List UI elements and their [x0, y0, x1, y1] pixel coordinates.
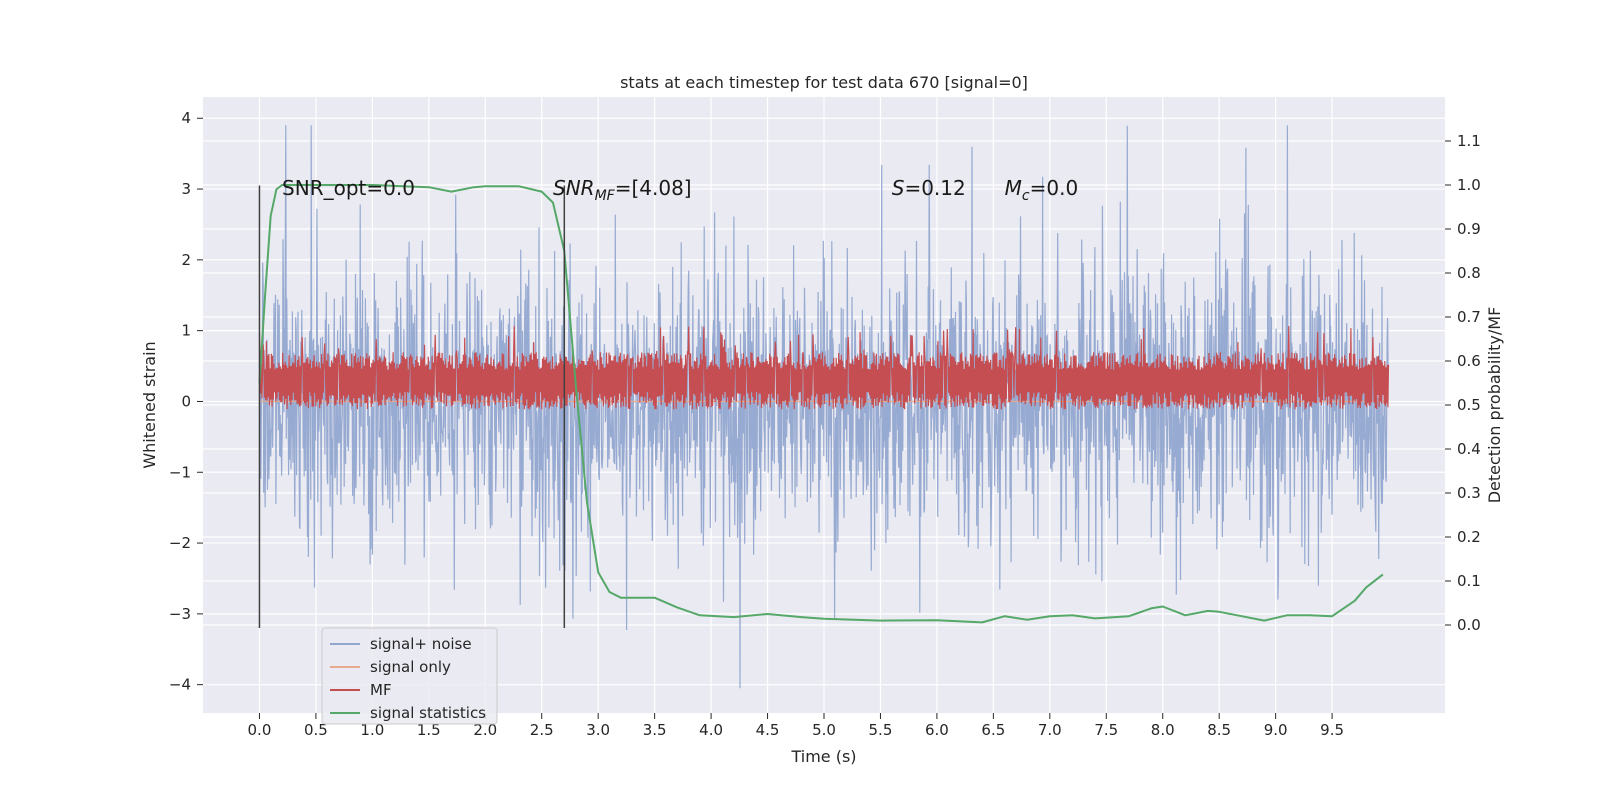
- y-tick-label: 2: [181, 251, 191, 269]
- x-tick-label: 0.5: [304, 721, 328, 739]
- vline-layer: [258, 185, 566, 629]
- legend-label: MF: [370, 681, 392, 699]
- y2-tick-label: 0.4: [1457, 440, 1481, 458]
- y2-tick-label: 0.6: [1457, 352, 1481, 370]
- annotation-mc-value: Mc=0.0: [1005, 176, 1079, 204]
- x-tick-label: 3.0: [586, 721, 610, 739]
- legend-label: signal statistics: [370, 704, 486, 722]
- y2-tick-label: 0.5: [1457, 396, 1481, 414]
- y2-tick-label: 1.0: [1457, 176, 1481, 194]
- legend-label: signal only: [370, 658, 451, 676]
- y2-tick-label: 0.0: [1457, 616, 1481, 634]
- y-tick-label: 4: [181, 109, 191, 127]
- x-tick-label: 1.0: [360, 721, 384, 739]
- y2-tick-label: 0.9: [1457, 220, 1481, 238]
- y-tick-label: −3: [169, 605, 191, 623]
- x-tick-label: 7.0: [1038, 721, 1062, 739]
- y-tick-label: 3: [181, 180, 191, 198]
- x-tick-label: 2.5: [530, 721, 554, 739]
- x-tick-label: 7.5: [1094, 721, 1118, 739]
- y2-tick-label: 0.7: [1457, 308, 1481, 326]
- annotation-snr-opt: SNR_opt=0.0: [282, 176, 415, 200]
- y2-tick-label: 1.1: [1457, 132, 1481, 150]
- legend-box: [321, 627, 498, 725]
- x-tick-label: 6.5: [981, 721, 1005, 739]
- x-tick-label: 3.5: [643, 721, 667, 739]
- legend: signal+ noise signal only MF signal statist…: [321, 627, 498, 725]
- y2-axis-label: Detection probability/MF: [1485, 307, 1504, 504]
- x-tick-label: 8.5: [1207, 721, 1231, 739]
- y-tick-label: 0: [181, 392, 191, 410]
- y-axis-label: Whitened strain: [140, 341, 159, 468]
- x-axis-label: Time (s): [790, 747, 856, 766]
- series-signal-statistics-line: [258, 184, 1384, 624]
- y2-tick-label: 0.1: [1457, 572, 1481, 590]
- y-tick-label: −2: [169, 534, 191, 552]
- x-tick-label: 5.5: [869, 721, 893, 739]
- x-tick-label: 4.0: [699, 721, 723, 739]
- x-tick-label: 8.0: [1151, 721, 1175, 739]
- series-signal-noise-line: [258, 125, 1389, 689]
- annotation-layer: SNR_opt=0.0 SNRMF=[4.08] S=0.12 Mc=0.0: [282, 176, 1078, 204]
- axes-layer: 0.0 0.5 1.0 1.5 2.0 2.5 3.0 3.5 4.0 4.5 5.0 5.5 6.0 6…: [169, 109, 1481, 739]
- y2-tick-label: 0.3: [1457, 484, 1481, 502]
- x-tick-label: 2.0: [473, 721, 497, 739]
- series-layer: [258, 125, 1390, 689]
- y-tick-label: 1: [181, 322, 191, 340]
- annotation-snr-mf: SNRMF=[4.08]: [553, 176, 692, 204]
- y-tick-label: −4: [169, 676, 191, 694]
- x-tick-label: 9.5: [1320, 721, 1344, 739]
- x-tick-label: 0.0: [248, 721, 272, 739]
- x-tick-label: 6.0: [925, 721, 949, 739]
- x-tick-label: 1.5: [417, 721, 441, 739]
- y2-tick-label: 0.8: [1457, 264, 1481, 282]
- x-tick-label: 4.5: [756, 721, 780, 739]
- legend-label: signal+ noise: [370, 635, 472, 653]
- annotation-s-value: S=0.12: [892, 176, 966, 200]
- x-tick-label: 5.0: [812, 721, 836, 739]
- series-mf-line: [258, 326, 1390, 410]
- y2-tick-label: 0.2: [1457, 528, 1481, 546]
- chart-title: stats at each timestep for test data 670…: [620, 73, 1028, 92]
- y-tick-label: −1: [169, 463, 191, 481]
- x-tick-label: 9.0: [1264, 721, 1288, 739]
